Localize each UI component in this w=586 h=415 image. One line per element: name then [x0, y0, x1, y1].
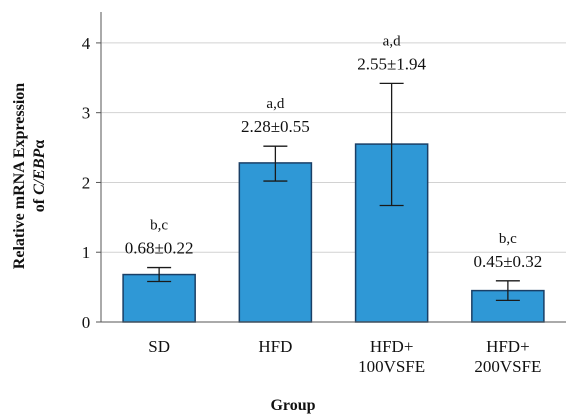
data-label: 0.45±0.32: [473, 252, 542, 271]
y-tick-label: 4: [82, 34, 91, 53]
significance-label: b,c: [150, 218, 168, 234]
data-label: 2.28±0.55: [241, 117, 310, 136]
data-label: 0.68±0.22: [125, 239, 194, 258]
y-axis-label-suffix: α: [31, 139, 48, 149]
x-tick-label: HFD+: [370, 337, 414, 356]
bar: [238, 162, 313, 323]
data-label: 2.55±1.94: [357, 54, 426, 73]
y-tick-label: 0: [82, 313, 91, 332]
y-axis-label-line1: Relative mRNA Expression: [11, 82, 28, 270]
x-tick-label: 200VSFE: [474, 357, 541, 376]
y-axis-label-italic: C/EBP: [31, 148, 48, 195]
y-tick-label: 3: [82, 104, 91, 123]
y-tick-label: 2: [82, 173, 91, 192]
significance-label: b,c: [499, 231, 517, 247]
significance-label: a,d: [383, 33, 401, 49]
x-tick-label: 100VSFE: [358, 357, 425, 376]
x-tick-label: HFD+: [486, 337, 530, 356]
y-axis-label-prefix: of: [31, 194, 48, 213]
y-tick-label: 1: [82, 243, 91, 262]
x-tick-label: SD: [148, 337, 170, 356]
x-axis-label: Group: [270, 397, 316, 414]
x-tick-label: HFD: [258, 337, 292, 356]
significance-label: a,d: [266, 96, 284, 112]
